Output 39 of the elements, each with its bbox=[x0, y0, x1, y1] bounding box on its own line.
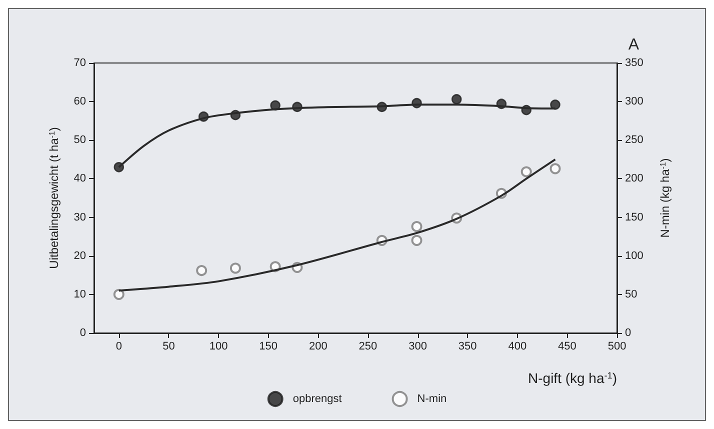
point bbox=[230, 262, 241, 274]
y-tick-label: 30 bbox=[74, 211, 86, 224]
x-tick-label: 450 bbox=[558, 340, 576, 352]
point bbox=[196, 265, 208, 276]
y-tick-label: 10 bbox=[74, 288, 86, 300]
text: A bbox=[628, 36, 640, 54]
y2-tick-label: 50 bbox=[625, 288, 638, 300]
y-tick-label: 40 bbox=[74, 172, 86, 185]
y2-tick-label: 100 bbox=[625, 250, 644, 262]
y2-tick-label: 300 bbox=[625, 96, 644, 108]
y2-tick-label: 0 bbox=[625, 327, 632, 339]
point bbox=[113, 288, 124, 300]
x-tick-label: 50 bbox=[162, 340, 175, 352]
y-tick-label: 70 bbox=[74, 57, 86, 69]
x-tick-label: 0 bbox=[116, 340, 122, 352]
point bbox=[451, 94, 462, 104]
y2-tick-label: 150 bbox=[625, 211, 644, 224]
x-tick-label: 250 bbox=[358, 340, 378, 352]
x-tick-label: 500 bbox=[608, 340, 626, 352]
y2-tick-label: 200 bbox=[625, 172, 644, 185]
x-tick-label: 350 bbox=[458, 340, 477, 352]
x-tick-label: 100 bbox=[209, 340, 228, 352]
y-tick-label: 0 bbox=[80, 327, 86, 339]
legend-label: opbrengst bbox=[292, 393, 342, 405]
x-tick-label: 150 bbox=[259, 340, 278, 352]
point bbox=[411, 221, 422, 232]
y2-tick-label: 350 bbox=[625, 57, 644, 69]
y2-tick-label: 250 bbox=[625, 134, 644, 146]
y-tick-label: 60 bbox=[74, 96, 86, 108]
y-tick-label: 20 bbox=[74, 250, 86, 262]
x-tick-label: 200 bbox=[308, 340, 328, 352]
point bbox=[411, 234, 422, 246]
point bbox=[550, 100, 560, 110]
y-tick-label: 50 bbox=[74, 134, 86, 146]
x-tick-label: 300 bbox=[408, 340, 427, 352]
legend-label: N-min bbox=[417, 393, 447, 405]
point bbox=[520, 166, 532, 178]
x-tick-label: 400 bbox=[508, 340, 527, 352]
point bbox=[550, 163, 561, 174]
